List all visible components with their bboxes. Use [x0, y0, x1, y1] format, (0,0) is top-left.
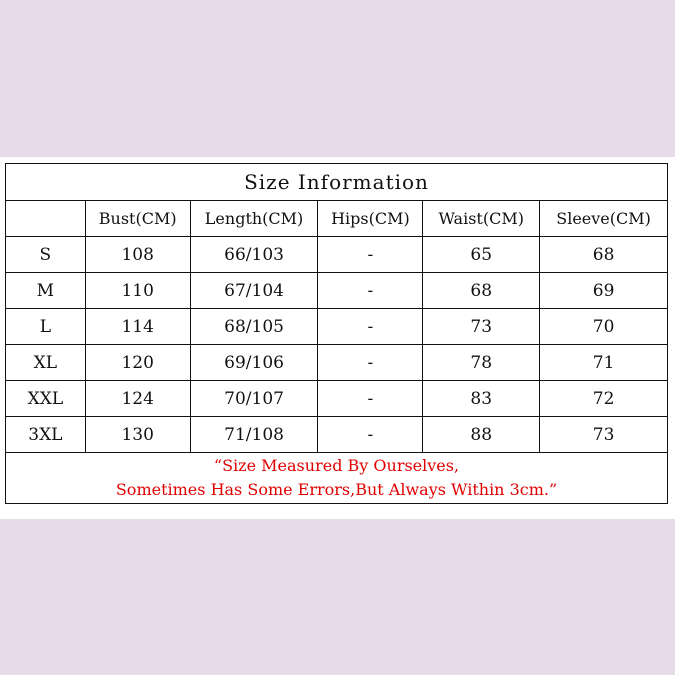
size-label: S: [5, 236, 86, 273]
table-cell: 110: [84, 272, 191, 309]
table-cell: 69/106: [189, 344, 319, 381]
table-cell: 68: [422, 272, 541, 309]
column-header: Waist(CM): [422, 200, 541, 237]
table-cell: 70/107: [189, 380, 319, 417]
table-cell: 65: [422, 236, 541, 273]
header-row: Bust(CM) Length(CM) Hips(CM) Waist(CM) Sleev…: [5, 200, 668, 237]
table-cell: 67/104: [189, 272, 319, 309]
column-header: Sleeve(CM): [539, 200, 668, 237]
table-cell: 114: [84, 308, 191, 345]
table-cell: 68: [539, 236, 668, 273]
table-cell: 68/105: [189, 308, 319, 345]
table-cell: 88: [422, 416, 541, 453]
table-cell: 83: [422, 380, 541, 417]
table-cell: 69: [539, 272, 668, 309]
table-cell: 71/108: [189, 416, 319, 453]
size-label: XL: [5, 344, 86, 381]
size-label: 3XL: [5, 416, 86, 453]
table-title: Size Information: [5, 163, 668, 201]
table-cell: 78: [422, 344, 541, 381]
table-cell: -: [317, 308, 424, 345]
table-cell: -: [317, 272, 424, 309]
table-cell: -: [317, 236, 424, 273]
table-cell: -: [317, 344, 424, 381]
table-cell: 73: [422, 308, 541, 345]
table-cell: -: [317, 380, 424, 417]
column-header: Length(CM): [189, 200, 319, 237]
column-header: Bust(CM): [84, 200, 191, 237]
table-cell: 108: [84, 236, 191, 273]
table-cell: 130: [84, 416, 191, 453]
column-header: Hips(CM): [317, 200, 424, 237]
size-label: XXL: [5, 380, 86, 417]
table-row: XL 120 69/106-78 71: [5, 344, 668, 381]
table-cell: 71: [539, 344, 668, 381]
table-cell: 66/103: [189, 236, 319, 273]
table-row: M 110 67/104-68 69: [5, 272, 668, 309]
table-row: S 108 66/103-65 68: [5, 236, 668, 273]
table-cell: 124: [84, 380, 191, 417]
size-table: Size Information Bust(CM) Length(CM) Hips(…: [5, 163, 668, 504]
size-label: M: [5, 272, 86, 309]
table-cell: -: [317, 416, 424, 453]
table-row: L 114 68/105-73 70: [5, 308, 668, 345]
table-row: 3XL 130 71/108-88 73: [5, 416, 668, 453]
table-cell: 70: [539, 308, 668, 345]
column-header: [5, 200, 86, 237]
table-row: XXL 124 70/107-83 72: [5, 380, 668, 417]
table-cell: 72: [539, 380, 668, 417]
note-line-1: “Size Measured By Ourselves,: [213, 456, 460, 475]
note-line-2: Sometimes Has Some Errors,But Always Wit…: [115, 480, 558, 499]
table-cell: 120: [84, 344, 191, 381]
size-label: L: [5, 308, 86, 345]
table-cell: 73: [539, 416, 668, 453]
measurement-note: “Size Measured By Ourselves, Sometimes H…: [5, 452, 668, 504]
